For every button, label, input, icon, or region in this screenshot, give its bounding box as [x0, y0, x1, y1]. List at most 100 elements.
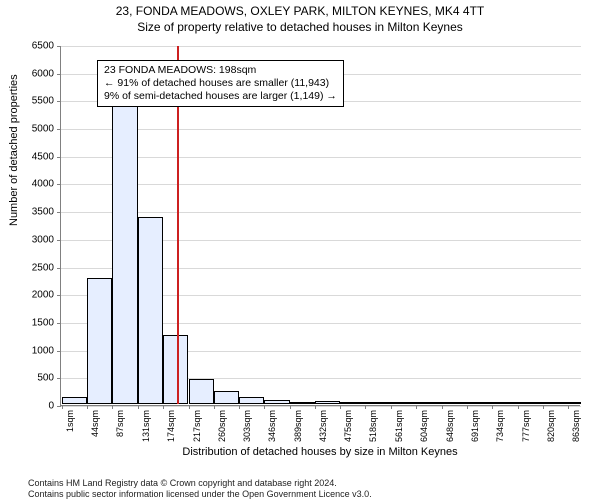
chart-title-line2: Size of property relative to detached ho…	[0, 20, 600, 34]
histogram-bar	[568, 402, 581, 404]
xtick-label: 87sqm	[115, 410, 125, 437]
xtick-label: 131sqm	[141, 410, 151, 442]
xtick-label: 777sqm	[521, 410, 531, 442]
footer-line2: Contains public sector information licen…	[28, 489, 372, 500]
histogram-bar	[264, 400, 289, 404]
x-axis-label: Distribution of detached houses by size …	[60, 446, 580, 458]
gridline-h	[61, 406, 581, 407]
histogram-bar	[340, 402, 365, 404]
ytick-mark	[57, 268, 61, 269]
ytick-mark	[57, 157, 61, 158]
gridline-h	[61, 46, 581, 47]
ytick-mark	[57, 212, 61, 213]
ytick-label: 2500	[14, 262, 54, 273]
xtick-mark	[492, 405, 493, 409]
gridline-h	[61, 157, 581, 158]
xtick-mark	[290, 405, 291, 409]
xtick-label: 260sqm	[217, 410, 227, 442]
footer-line1: Contains HM Land Registry data © Crown c…	[28, 478, 372, 489]
xtick-mark	[416, 405, 417, 409]
gridline-h	[61, 129, 581, 130]
ytick-mark	[57, 46, 61, 47]
ytick-label: 6500	[14, 41, 54, 52]
xtick-mark	[163, 405, 164, 409]
histogram-bar	[365, 402, 390, 404]
histogram-bar	[214, 391, 239, 404]
ytick-mark	[57, 323, 61, 324]
xtick-mark	[189, 405, 190, 409]
xtick-mark	[315, 405, 316, 409]
xtick-mark	[543, 405, 544, 409]
xtick-mark	[365, 405, 366, 409]
gridline-h	[61, 184, 581, 185]
ytick-label: 5000	[14, 124, 54, 135]
ytick-label: 500	[14, 373, 54, 384]
xtick-mark	[87, 405, 88, 409]
chart-area: 0500100015002000250030003500400045005000…	[60, 46, 580, 406]
ytick-mark	[57, 406, 61, 407]
ytick-label: 0	[14, 401, 54, 412]
xtick-label: 691sqm	[470, 410, 480, 442]
histogram-bar	[87, 278, 112, 404]
xtick-label: 346sqm	[267, 410, 277, 442]
xtick-mark	[214, 405, 215, 409]
annotation-line: ← 91% of detached houses are smaller (11…	[104, 77, 337, 90]
plot-area: 0500100015002000250030003500400045005000…	[60, 46, 580, 406]
ytick-label: 2000	[14, 290, 54, 301]
histogram-bar	[138, 217, 163, 404]
xtick-label: 648sqm	[445, 410, 455, 442]
xtick-label: 518sqm	[368, 410, 378, 442]
xtick-label: 217sqm	[192, 410, 202, 442]
ytick-label: 6000	[14, 68, 54, 79]
footer-attribution: Contains HM Land Registry data © Crown c…	[28, 478, 372, 501]
xtick-mark	[138, 405, 139, 409]
histogram-bar	[543, 402, 568, 404]
xtick-label: 604sqm	[419, 410, 429, 442]
annotation-line: 9% of semi-detached houses are larger (1…	[104, 90, 337, 103]
histogram-bar	[239, 397, 264, 404]
xtick-mark	[239, 405, 240, 409]
xtick-mark	[518, 405, 519, 409]
histogram-bar	[518, 402, 543, 404]
ytick-label: 1500	[14, 317, 54, 328]
ytick-label: 3500	[14, 207, 54, 218]
histogram-bar	[62, 397, 87, 404]
ytick-label: 5500	[14, 96, 54, 107]
annotation-line: 23 FONDA MEADOWS: 198sqm	[104, 64, 337, 77]
ytick-mark	[57, 240, 61, 241]
histogram-bar	[163, 335, 188, 404]
ytick-label: 1000	[14, 345, 54, 356]
xtick-label: 389sqm	[293, 410, 303, 442]
ytick-mark	[57, 129, 61, 130]
xtick-label: 303sqm	[242, 410, 252, 442]
xtick-label: 561sqm	[394, 410, 404, 442]
xtick-mark	[391, 405, 392, 409]
histogram-bar	[189, 379, 214, 404]
histogram-bar	[442, 402, 467, 404]
gridline-h	[61, 212, 581, 213]
histogram-bar	[467, 402, 492, 404]
xtick-label: 734sqm	[495, 410, 505, 442]
ytick-label: 4500	[14, 151, 54, 162]
xtick-mark	[112, 405, 113, 409]
xtick-label: 1sqm	[65, 410, 75, 432]
chart-title-line1: 23, FONDA MEADOWS, OXLEY PARK, MILTON KE…	[0, 4, 600, 18]
xtick-label: 820sqm	[546, 410, 556, 442]
histogram-bar	[315, 401, 340, 404]
xtick-label: 432sqm	[318, 410, 328, 442]
ytick-label: 3000	[14, 234, 54, 245]
histogram-bar	[112, 105, 138, 404]
ytick-mark	[57, 101, 61, 102]
xtick-label: 174sqm	[166, 410, 176, 442]
xtick-label: 475sqm	[343, 410, 353, 442]
xtick-mark	[264, 405, 265, 409]
histogram-bar	[290, 402, 315, 404]
xtick-label: 863sqm	[571, 410, 581, 442]
ytick-mark	[57, 184, 61, 185]
ytick-mark	[57, 74, 61, 75]
xtick-label: 44sqm	[90, 410, 100, 437]
xtick-mark	[568, 405, 569, 409]
ytick-label: 4000	[14, 179, 54, 190]
annotation-box: 23 FONDA MEADOWS: 198sqm← 91% of detache…	[97, 60, 344, 107]
xtick-mark	[62, 405, 63, 409]
